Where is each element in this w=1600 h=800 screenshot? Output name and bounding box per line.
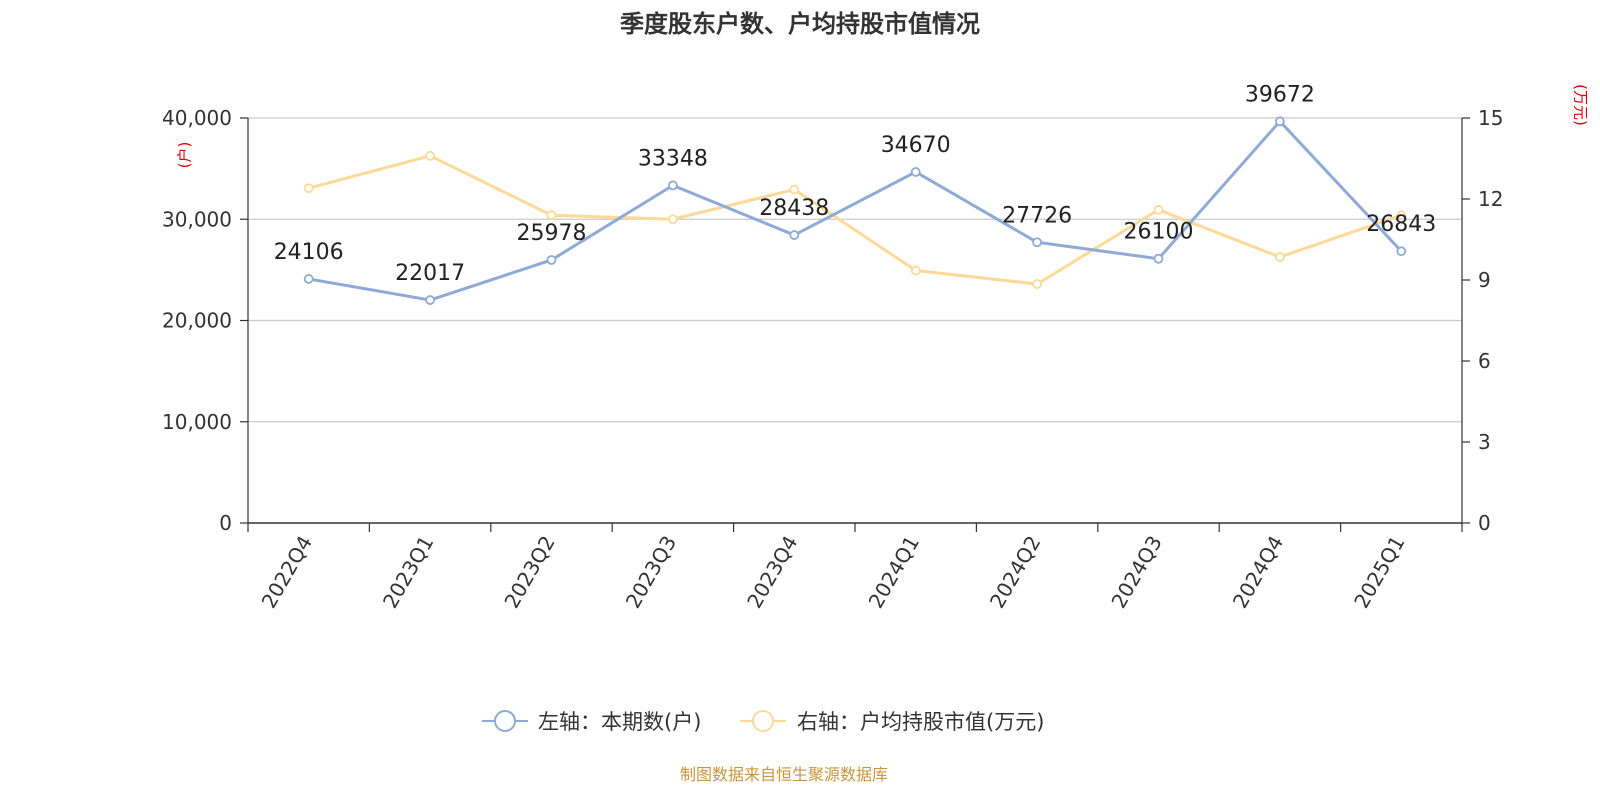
data-point-market-value — [668, 214, 678, 225]
legend-marker-market-value — [752, 710, 774, 732]
data-point-holders — [789, 230, 800, 240]
series — [303, 116, 1407, 305]
x-tick-label: 2023Q2 — [499, 532, 559, 613]
data-label: 24106 — [274, 240, 344, 265]
data-label: 39672 — [1245, 82, 1315, 107]
right-axis-unit: (万元) — [1572, 84, 1590, 126]
right-tick-label: 6 — [1478, 349, 1491, 373]
left-axis-ticks: 0 10,000 20,000 30,000 40,000 — [162, 106, 248, 535]
right-tick-label: 15 — [1478, 106, 1503, 130]
data-point-holders — [1275, 116, 1285, 127]
chart-title: 季度股东户数、户均持股市值情况 — [620, 10, 980, 38]
data-label: 26843 — [1366, 212, 1436, 237]
x-tick-label: 2025Q1 — [1349, 532, 1409, 613]
data-label: 25978 — [517, 221, 587, 246]
right-tick-label: 12 — [1478, 187, 1503, 211]
data-point-holders — [1032, 237, 1042, 248]
data-point-holders — [668, 180, 678, 191]
data-label: 22017 — [395, 261, 465, 286]
data-label: 34670 — [881, 133, 951, 158]
data-point-holders — [1396, 246, 1407, 257]
data-point-holders — [1153, 253, 1164, 264]
left-axis-unit: (户) — [176, 142, 194, 169]
data-point-market-value — [910, 265, 921, 276]
data-point-holders — [910, 167, 921, 177]
x-tick-label: 2024Q3 — [1106, 532, 1166, 613]
data-point-market-value — [303, 183, 314, 194]
left-tick-label: 10,000 — [162, 410, 232, 434]
data-label: 26100 — [1124, 220, 1194, 245]
data-point-market-value — [425, 150, 436, 161]
left-tick-label: 20,000 — [162, 309, 232, 333]
x-tick-label: 2024Q1 — [864, 532, 924, 613]
data-label: 27726 — [1002, 203, 1072, 228]
right-axis-ticks: 0 3 6 9 12 15 — [1462, 106, 1503, 535]
x-tick-label: 2023Q1 — [378, 532, 438, 613]
data-point-market-value — [1396, 210, 1407, 221]
data-point-holders — [546, 255, 557, 265]
right-tick-label: 0 — [1478, 511, 1491, 535]
left-tick-label: 40,000 — [162, 106, 232, 130]
legend-label-holders: 左轴：本期数(户) — [538, 710, 701, 734]
grid-lines — [248, 117, 1462, 423]
data-point-market-value — [546, 210, 557, 221]
x-tick-label: 2023Q4 — [742, 532, 802, 613]
series-line-holders — [308, 119, 1403, 302]
legend-marker-holders — [494, 710, 516, 732]
data-point-market-value — [1153, 204, 1164, 215]
legend-item-market-value[interactable]: 右轴：户均持股市值(万元) — [740, 710, 1044, 734]
x-tick-label: 2024Q2 — [985, 532, 1045, 613]
series-line-market-value — [308, 154, 1402, 286]
x-tick-label: 2023Q3 — [621, 532, 681, 613]
source-note: 制图数据来自恒生聚源数据库 — [680, 765, 888, 784]
left-tick-label: 0 — [219, 511, 232, 535]
legend-label-market-value: 右轴：户均持股市值(万元) — [797, 710, 1044, 734]
data-point-market-value — [1032, 279, 1042, 289]
x-axis-ticks: 2022Q4 2023Q1 2023Q2 2023Q3 2023Q4 2024Q1 2024… — [247, 523, 1463, 613]
data-point-market-value — [789, 184, 800, 195]
data-labels: 24106 22017 25978 33348 28438 34670 27726 26100… — [274, 82, 1437, 286]
data-point-market-value — [1275, 252, 1285, 262]
x-tick-label: 2024Q4 — [1228, 532, 1288, 613]
legend: 左轴：本期数(户) 右轴：户均持股市值(万元) — [482, 710, 1044, 734]
data-label: 33348 — [638, 146, 708, 171]
right-tick-label: 9 — [1478, 268, 1491, 292]
left-tick-label: 30,000 — [162, 207, 232, 231]
legend-item-holders[interactable]: 左轴：本期数(户) — [482, 710, 701, 734]
data-point-holders — [425, 295, 436, 305]
data-label: 28438 — [759, 196, 829, 221]
x-tick-label: 2022Q4 — [257, 532, 317, 613]
right-tick-label: 3 — [1478, 430, 1491, 454]
data-point-holders — [303, 274, 314, 284]
